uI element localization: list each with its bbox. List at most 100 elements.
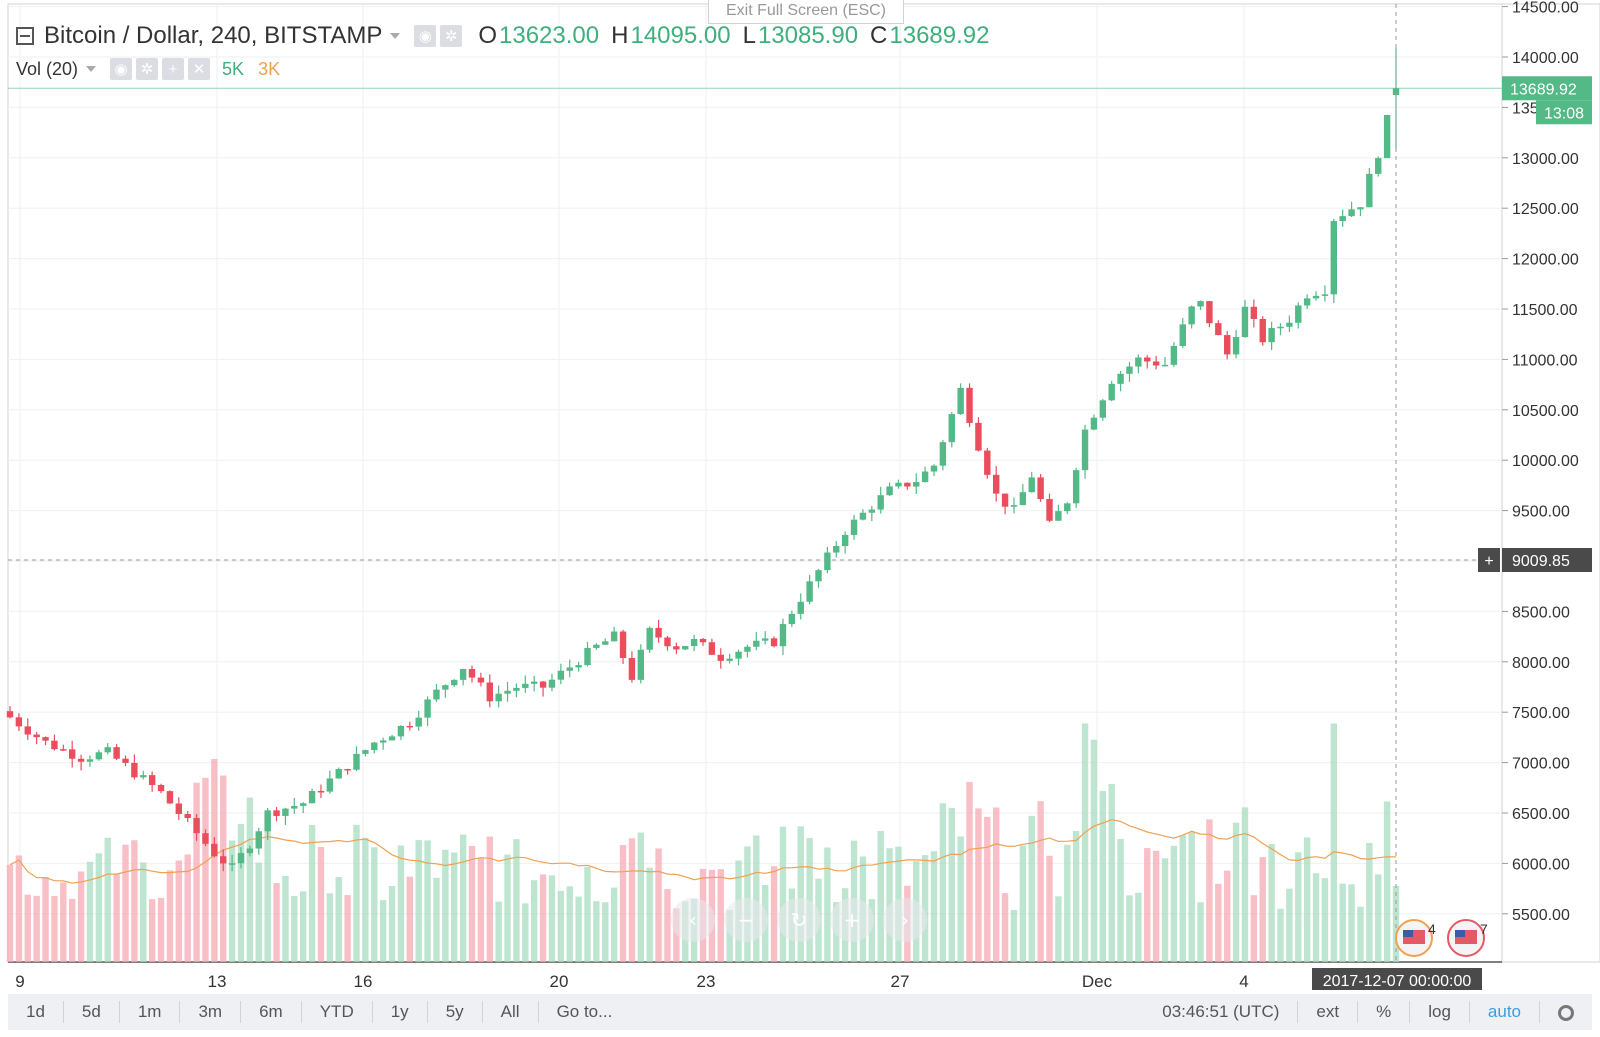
chevron-down-icon[interactable] (86, 66, 97, 72)
candle-body[interactable] (264, 810, 271, 832)
candle-body[interactable] (1357, 207, 1364, 210)
scroll-right-button[interactable] (883, 898, 927, 942)
scroll-left-icon[interactable]: ‹ (689, 908, 697, 932)
gear-icon[interactable]: ✲ (136, 58, 159, 80)
gear-icon[interactable] (1558, 1004, 1574, 1021)
candle-body[interactable] (610, 631, 618, 642)
candle-body[interactable] (371, 742, 378, 751)
candle-body[interactable] (788, 613, 796, 625)
candle-body[interactable] (761, 638, 769, 641)
candle-body[interactable] (806, 581, 813, 602)
candle-body[interactable] (1392, 88, 1400, 96)
candle-body[interactable] (895, 482, 902, 487)
candle-body[interactable] (1179, 324, 1186, 346)
eye-icon[interactable]: ◉ (110, 58, 133, 80)
candle-body[interactable] (1072, 470, 1080, 504)
candle-body[interactable] (1197, 301, 1204, 307)
candle-body[interactable] (33, 734, 40, 738)
candle-body[interactable] (77, 758, 85, 762)
candle-body[interactable] (1126, 366, 1133, 374)
candle-body[interactable] (459, 669, 467, 680)
candle-body[interactable] (504, 690, 511, 694)
candle-body[interactable] (406, 725, 414, 728)
candle-body[interactable] (1046, 499, 1053, 521)
candle-body[interactable] (344, 769, 351, 771)
toggle-log[interactable]: log (1410, 1001, 1470, 1023)
chevron-down-icon[interactable] (390, 33, 401, 39)
candle-body[interactable] (628, 657, 636, 680)
candle-body[interactable] (131, 762, 138, 778)
candle-body[interactable] (868, 509, 876, 513)
candle-body[interactable] (522, 683, 529, 688)
candle-body[interactable] (921, 471, 929, 483)
candle-body[interactable] (1223, 335, 1231, 355)
gear-icon[interactable]: ✲ (440, 25, 463, 47)
candle-body[interactable] (202, 833, 209, 844)
candle-body[interactable] (140, 775, 147, 778)
candle-body[interactable] (1117, 373, 1124, 384)
candle-body[interactable] (1339, 216, 1346, 222)
candle-body[interactable] (1232, 337, 1240, 355)
candle-body[interactable] (930, 465, 938, 472)
candle-body[interactable] (957, 387, 964, 415)
candle-body[interactable] (1001, 493, 1009, 507)
candle-body[interactable] (1321, 294, 1329, 296)
candle-body[interactable] (1383, 114, 1391, 159)
candle-body[interactable] (335, 769, 342, 779)
candle-body[interactable] (495, 693, 502, 702)
candle-body[interactable] (1375, 158, 1382, 174)
candle-body[interactable] (68, 749, 76, 759)
candle-body[interactable] (1144, 357, 1151, 362)
candle-body[interactable] (744, 646, 751, 652)
reset-button[interactable] (777, 898, 821, 942)
candle-body[interactable] (433, 689, 440, 700)
candle-body[interactable] (948, 414, 955, 443)
eye-icon[interactable]: ◉ (414, 25, 437, 47)
candle-body[interactable] (326, 778, 334, 792)
plot-area[interactable] (7, 3, 1503, 963)
toggle-percent[interactable]: % (1358, 1001, 1411, 1023)
candle-body[interactable] (1028, 477, 1035, 493)
candle-body[interactable] (317, 790, 325, 793)
candle-body[interactable] (815, 570, 822, 582)
candle-body[interactable] (699, 638, 707, 643)
candle-body[interactable] (673, 646, 680, 650)
range-6m[interactable]: 6m (241, 1001, 302, 1023)
candle-body[interactable] (593, 644, 600, 648)
candle-body[interactable] (841, 534, 849, 547)
candle-body[interactable] (1090, 417, 1098, 430)
candle-body[interactable] (690, 638, 698, 647)
candle-body[interactable] (664, 637, 671, 647)
candle-body[interactable] (1286, 322, 1293, 327)
candle-body[interactable] (1215, 323, 1222, 336)
candle-body[interactable] (477, 677, 485, 683)
candle-body[interactable] (530, 681, 538, 684)
candle-body[interactable] (1277, 326, 1284, 329)
candle-body[interactable] (397, 725, 405, 737)
price-axis[interactable] (1501, 3, 1600, 963)
candle-body[interactable] (1330, 221, 1338, 295)
candle-body[interactable] (637, 649, 645, 680)
candle-body[interactable] (548, 679, 556, 688)
candle-body[interactable] (1303, 298, 1311, 306)
candle-body[interactable] (797, 601, 804, 614)
toggle-auto[interactable]: auto (1470, 1001, 1540, 1023)
candle-body[interactable] (708, 642, 716, 655)
candle-body[interactable] (833, 546, 840, 553)
candle-body[interactable] (15, 717, 23, 727)
candle-body[interactable] (246, 848, 254, 854)
zoom-out-icon[interactable]: − (738, 908, 755, 932)
candle-body[interactable] (1010, 505, 1018, 507)
candle-body[interactable] (850, 519, 858, 535)
candle-body[interactable] (451, 679, 458, 686)
candle-body[interactable] (584, 647, 591, 666)
candle-body[interactable] (770, 638, 778, 647)
candle-body[interactable] (148, 775, 156, 785)
candle-body[interactable] (379, 740, 387, 743)
candle-body[interactable] (1170, 345, 1178, 365)
candle-body[interactable] (1064, 503, 1071, 512)
range-1y[interactable]: 1y (373, 1001, 428, 1023)
candle-body[interactable] (1206, 301, 1213, 324)
candle-body[interactable] (1241, 306, 1249, 338)
range-1m[interactable]: 1m (120, 1001, 181, 1023)
